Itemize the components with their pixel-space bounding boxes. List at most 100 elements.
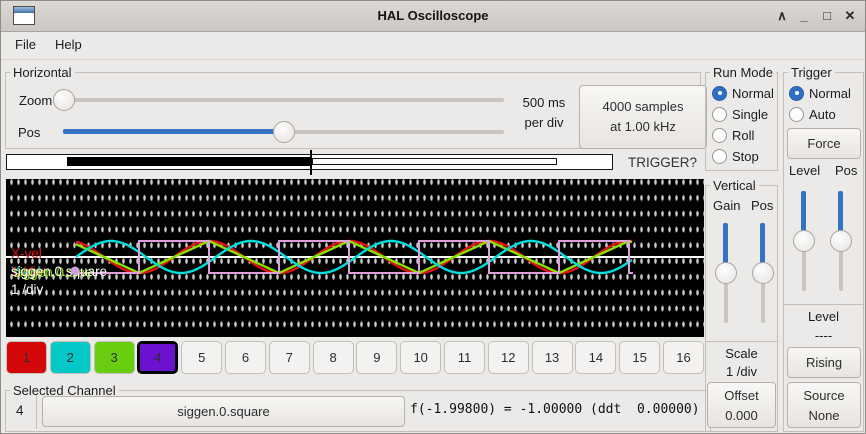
trigger-auto-radio[interactable]: Auto xyxy=(789,106,836,122)
close-button[interactable]: ✕ xyxy=(844,8,856,23)
slider-handle[interactable] xyxy=(715,262,737,284)
channel-button-7[interactable]: 7 xyxy=(268,341,310,374)
samples-button[interactable]: 4000 samples at 1.00 kHz xyxy=(579,85,707,149)
channel-button-12[interactable]: 12 xyxy=(487,341,529,374)
channel-button-11[interactable]: 11 xyxy=(443,341,485,374)
horizontal-pos-slider[interactable] xyxy=(63,121,504,143)
slider-handle[interactable] xyxy=(52,89,75,111)
channel-value-readout: f(-1.99800) = -1.00000 (ddt 0.00000) xyxy=(410,402,700,417)
divider xyxy=(706,341,777,342)
run-mode-roll-radio[interactable]: Roll xyxy=(712,127,754,143)
channel-button-10[interactable]: 10 xyxy=(400,341,442,374)
radio-icon xyxy=(712,85,727,101)
scope-label: 1 /div xyxy=(11,264,44,279)
offset-label: Offset xyxy=(724,388,759,403)
scope-label: X-vel xyxy=(11,246,42,261)
record-outline-segment xyxy=(312,158,557,165)
channel-button-1[interactable]: 1 xyxy=(6,341,47,374)
trigger-pos-column-label: Pos xyxy=(835,163,858,178)
slider-fill xyxy=(838,191,843,241)
edge-button[interactable]: Rising xyxy=(787,347,861,378)
window-title: HAL Oscilloscope xyxy=(377,8,489,23)
run-mode-normal-radio[interactable]: Normal xyxy=(712,85,774,101)
gain-slider[interactable] xyxy=(715,223,737,323)
radio-label: Roll xyxy=(732,127,755,143)
samples-line2: at 1.00 kHz xyxy=(610,119,676,134)
channel-button-16[interactable]: 16 xyxy=(662,341,704,374)
source-value: None xyxy=(808,408,840,423)
horizontal-group: Horizontal xyxy=(5,65,701,149)
source-button[interactable]: Source None xyxy=(787,382,861,428)
slider-track[interactable] xyxy=(55,98,504,102)
channel-button-5[interactable]: 5 xyxy=(181,341,223,374)
maximize-button[interactable]: □ xyxy=(823,8,831,23)
rate-line1: 500 ms xyxy=(522,95,566,110)
channel-button-3[interactable]: 3 xyxy=(93,341,135,374)
waveform-trace xyxy=(76,240,633,274)
samples-line1: 4000 samples xyxy=(602,99,684,114)
scope-label: Y-vel xyxy=(11,264,41,279)
vertical-pos-slider[interactable] xyxy=(752,223,774,323)
waveform-trace xyxy=(75,240,633,274)
channel-button-13[interactable]: 13 xyxy=(531,341,573,374)
waveform-trace xyxy=(75,239,633,275)
channel-button-15[interactable]: 15 xyxy=(619,341,661,374)
trigger-status-label: TRIGGER? xyxy=(628,155,698,170)
channel-button-9[interactable]: 9 xyxy=(356,341,398,374)
channel-button-8[interactable]: 8 xyxy=(312,341,354,374)
channel-button-4[interactable]: 4 xyxy=(137,341,179,374)
radio-label: Auto xyxy=(809,106,836,122)
channel-row: 1 2 3 4 5 6 7 8 9 10 11 12 13 14 15 16 xyxy=(6,341,704,374)
slider-handle[interactable] xyxy=(272,121,295,143)
level-readout-label: Level xyxy=(807,309,840,324)
slider-handle[interactable] xyxy=(752,262,774,284)
run-mode-stop-radio[interactable]: Stop xyxy=(712,148,759,164)
slider-fill xyxy=(63,129,284,134)
run-mode-group: Run Mode xyxy=(705,65,778,171)
app-icon xyxy=(13,6,35,25)
menu-help[interactable]: Help xyxy=(55,37,82,52)
slider-handle[interactable] xyxy=(793,230,815,252)
radio-icon xyxy=(789,106,804,122)
offset-value: 0.000 xyxy=(725,408,758,423)
horizontal-zoom-slider[interactable] xyxy=(52,89,504,111)
offset-button[interactable]: Offset 0.000 xyxy=(707,382,776,428)
trigger-normal-radio[interactable]: Normal xyxy=(789,85,851,101)
slider-fill xyxy=(723,223,728,273)
level-readout-value: ---- xyxy=(814,328,833,343)
minimize-button[interactable]: _ xyxy=(800,8,808,23)
trigger-group-label: Trigger xyxy=(788,65,835,80)
shade-button[interactable]: ∧ xyxy=(777,8,787,23)
pos-label: Pos xyxy=(18,125,41,140)
title-bar[interactable]: HAL Oscilloscope ∧ _ □ ✕ xyxy=(1,1,865,32)
selected-channel-number: 4 xyxy=(16,403,24,418)
source-label: Source xyxy=(803,388,845,403)
zoom-label: Zoom xyxy=(19,93,53,108)
waveform-trace xyxy=(75,239,633,275)
trigger-level-slider[interactable] xyxy=(793,191,815,291)
slider-handle[interactable] xyxy=(830,230,852,252)
trigger-pos-slider[interactable] xyxy=(830,191,852,291)
run-mode-group-label: Run Mode xyxy=(710,65,776,80)
channel-name-button[interactable]: siggen.0.square xyxy=(42,396,405,427)
scope-display: X-vel Y-vel 1 /div siggen.0.sine siggen.0.sq… xyxy=(6,179,704,337)
record-filled-segment xyxy=(67,157,312,166)
run-mode-single-radio[interactable]: Single xyxy=(712,106,768,122)
radio-label: Stop xyxy=(732,148,759,164)
channel-button-14[interactable]: 14 xyxy=(575,341,617,374)
menu-file[interactable]: File xyxy=(15,37,36,52)
force-button[interactable]: Force xyxy=(787,128,861,159)
rate-line2: per div xyxy=(524,115,564,130)
scope-label: siggen.0.square xyxy=(11,264,107,279)
divider xyxy=(36,395,37,429)
channel-button-6[interactable]: 6 xyxy=(224,341,266,374)
trigger-position-tick xyxy=(310,150,312,175)
trigger-group: Trigger xyxy=(783,65,864,432)
vertical-pos-label: Pos xyxy=(751,198,774,213)
vertical-group: Vertical xyxy=(705,178,778,432)
radio-icon xyxy=(712,106,727,122)
channel-button-2[interactable]: 2 xyxy=(49,341,91,374)
level-column-label: Level xyxy=(789,163,821,178)
radio-label: Normal xyxy=(809,85,851,101)
